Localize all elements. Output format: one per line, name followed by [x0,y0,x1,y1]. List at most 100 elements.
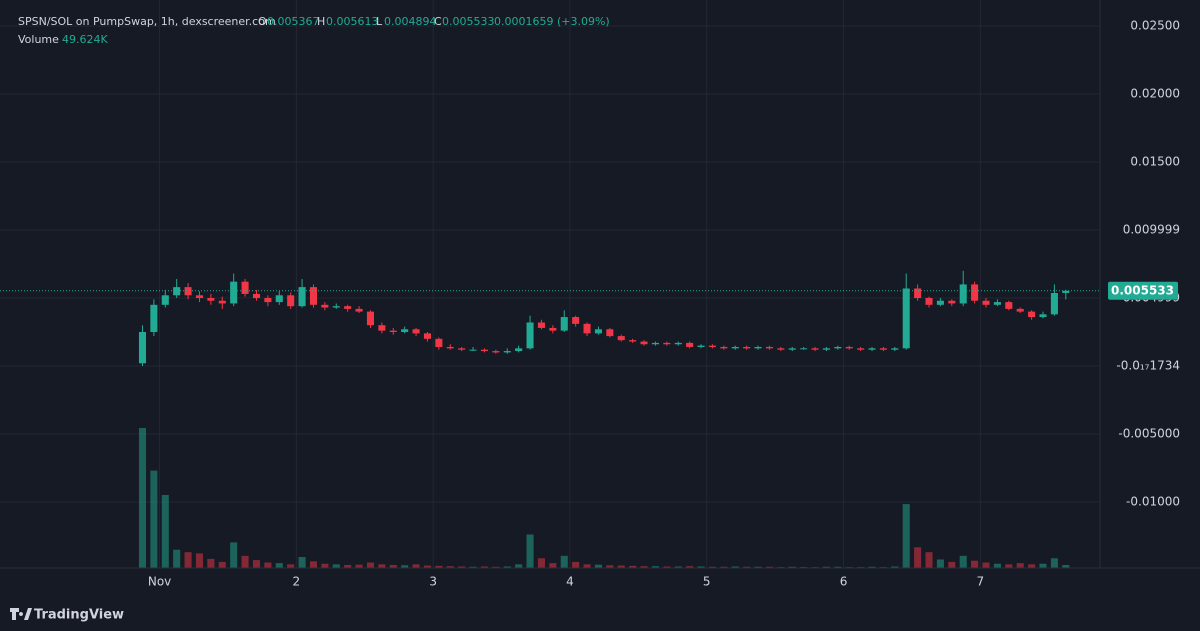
volume-bar [959,555,967,568]
x-tick-label: Nov [148,575,171,589]
volume-bar [241,555,249,568]
y-tick-label: -0.0₁₇1734 [1116,359,1180,373]
volume-bar [458,566,466,568]
volume-bar [868,566,876,568]
volume-bar [150,470,158,568]
candle-body [743,346,751,349]
candle-body [822,348,830,350]
candle-body [982,300,990,305]
candle-body [800,348,808,350]
volume-bar [195,553,204,568]
legend-low-label: L [376,15,383,28]
volume-bar [686,566,694,568]
y-tick-label: 0.02500 [1130,18,1180,32]
volume-bar [606,565,614,568]
last-price-label: 0.005533 [1111,283,1174,297]
candle-body [173,287,181,296]
legend-close-label: C [434,15,442,28]
volume-bar [378,564,386,568]
volume-bar [412,564,420,568]
volume-bar [663,566,671,568]
volume-bar [526,534,534,568]
volume-bar [572,561,580,568]
volume-bar [834,566,842,568]
candle-body [492,351,500,353]
candle-body [663,342,671,345]
candle-body [777,348,785,350]
y-tick-label: 0.02000 [1130,86,1180,100]
volume-bar [218,561,226,568]
volume-bar [982,562,990,568]
candle-body [503,351,511,353]
candle-body [1050,293,1058,315]
candle-body [708,345,716,347]
candle-body [332,306,340,308]
chart-title: SPSN/SOL on PumpSwap, 1h, dexscreener.co… [18,15,276,28]
candle-body [583,323,591,334]
price-pane [0,270,1100,367]
candle-body [617,336,625,341]
candle-body [526,322,534,349]
x-tick-label: 3 [429,575,437,589]
x-tick-label: 6 [840,575,848,589]
candle-body [355,308,363,312]
volume-bar [1039,563,1047,568]
volume-bar [401,565,409,568]
candle-body [458,348,466,350]
volume-bar [765,566,773,568]
y-tick-label: 0.009999 [1123,223,1180,237]
watermark-text: TradingView [34,608,124,623]
legend-open-label: O [258,15,267,28]
y-tick-label: -0.005000 [1118,427,1180,441]
volume-bar [708,566,716,568]
candle-body [480,349,488,352]
legend-high-label: H [317,15,325,28]
candle-body [344,306,352,309]
volume-bar [366,562,374,568]
volume-bar [435,565,443,568]
volume-bar [720,566,728,568]
legend-low: 0.004894 [384,15,437,28]
last-price-box [1108,281,1178,300]
volume-bar [925,552,933,568]
candle-body [914,288,922,299]
volume-bar [1028,564,1036,568]
volume-bar [321,563,329,568]
volume-bar [344,564,352,568]
candle-body [1005,302,1013,309]
volume-bar [674,566,682,568]
volume-bar [971,560,979,568]
watermark: TradingView [10,608,124,623]
volume-bar [560,555,568,568]
volume-bar [423,565,431,568]
x-tick-label: 7 [976,575,984,589]
candle-body [788,348,796,350]
volume-bar [594,564,602,568]
candle-body [150,304,158,333]
candle-body [993,302,1001,305]
candle-body [640,341,648,345]
candle-body [845,346,853,349]
y-tick-label: -0.01000 [1126,495,1180,509]
volume-bar [275,563,283,568]
volume-bar [902,504,910,568]
legend-change: 0.0001659 (+3.09%) [494,15,610,28]
legend-close: 0.005533 [442,15,495,28]
candle-body [321,304,329,308]
candle-body [868,348,876,350]
candle-body [834,346,842,349]
volume-bar [503,566,511,568]
candle-body [207,298,215,301]
legend-open: 0.005367 [267,15,320,28]
candle-body [389,330,397,333]
candle-body [811,348,819,350]
candle-body [948,300,956,304]
candle-body [366,311,374,326]
volume-pane [138,428,1070,568]
axes: Nov 2 3 4 5 6 7 0.02500 0.02000 0.01500 0.009999 0.… [148,18,1180,588]
volume-bar [640,566,648,568]
legend-volume-label: Volume [18,33,59,46]
volume-bar [298,557,306,568]
volume-bar [993,563,1001,568]
